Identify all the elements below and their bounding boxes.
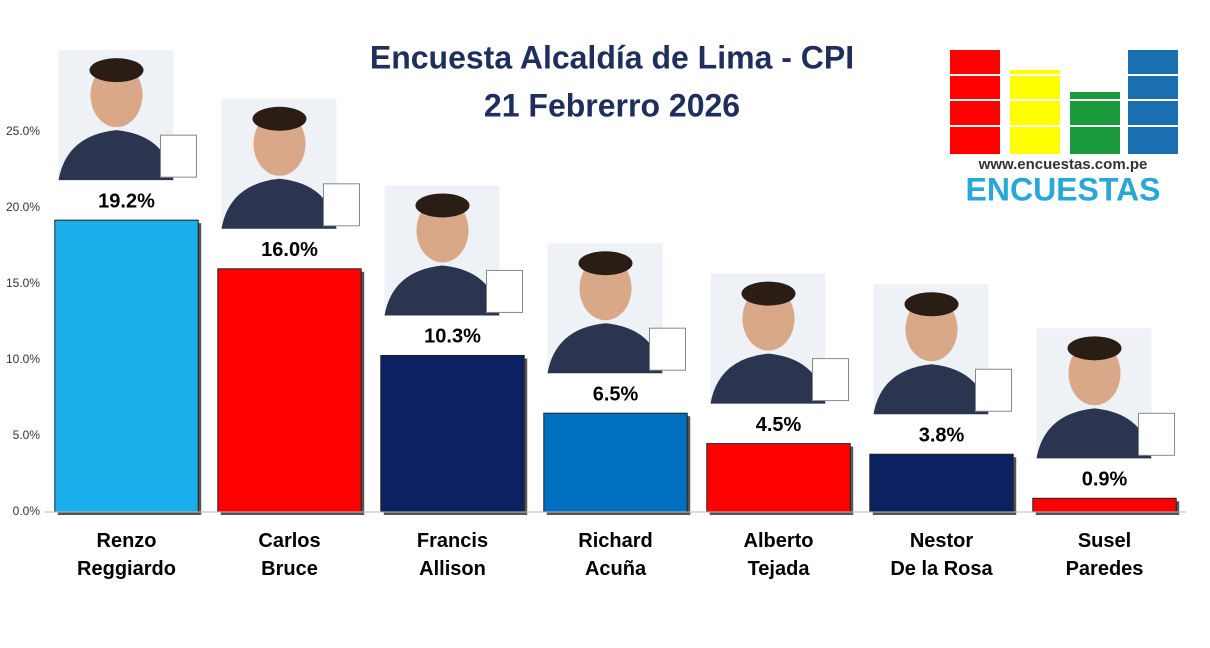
value-label: 0.9% (1082, 469, 1128, 491)
candidate-photo (873, 284, 1012, 415)
party-logo (486, 269, 523, 313)
bar (1032, 497, 1177, 513)
photo-hair (741, 281, 796, 306)
bar (706, 443, 851, 513)
y-tick-label: 5.0% (13, 428, 41, 442)
candidate-photo (221, 98, 360, 229)
party-logo (323, 183, 360, 227)
photo-body (873, 364, 989, 415)
bar (869, 453, 1014, 513)
party-logo (975, 368, 1012, 412)
photo-hair (1067, 336, 1122, 361)
photo-body (58, 130, 174, 181)
logo-bar (1070, 92, 1120, 154)
photo-body (547, 323, 663, 374)
candidate-photo (1036, 328, 1175, 459)
party-logo (1138, 412, 1175, 456)
party-logo (812, 358, 849, 402)
value-label: 16.0% (261, 239, 318, 261)
photo-body (710, 353, 826, 404)
x-tick-label: Renzo Reggiardo (77, 530, 176, 580)
logo: www.encuestas.com.pe ENCUESTAS (945, 50, 1182, 207)
candidate-photo (710, 273, 849, 404)
x-tick-label: Francis Allison (416, 530, 489, 580)
bar (54, 219, 199, 513)
value-label: 4.5% (756, 414, 802, 436)
photo-hair (415, 193, 470, 218)
party-logo (160, 134, 197, 178)
bar (380, 354, 525, 513)
photo-hair (578, 251, 633, 276)
chart-subtitle: 21 Febrerro 2026 (484, 87, 740, 123)
value-label: 10.3% (424, 326, 481, 348)
x-tick-label: Carlos Bruce (258, 530, 321, 580)
x-tick-label: Susel Paredes (1065, 530, 1144, 580)
candidate-photo (547, 243, 686, 374)
logo-bar (1010, 70, 1060, 154)
logo-bar (1128, 50, 1178, 154)
x-tick-label: Nestor De la Rosa (890, 530, 993, 580)
logo-bar (950, 50, 1000, 154)
photo-body (384, 265, 500, 316)
y-tick-label: 10.0% (6, 352, 40, 366)
x-tick-label: Alberto Tejada (743, 530, 814, 580)
value-label: 6.5% (593, 383, 639, 405)
y-tick-label: 25.0% (6, 124, 40, 138)
photo-hair (252, 106, 307, 131)
value-label: 19.2% (98, 190, 155, 212)
y-tick-label: 20.0% (6, 200, 40, 214)
photo-hair (904, 292, 959, 317)
photo-body (221, 178, 337, 229)
bar (217, 268, 362, 513)
candidate-photo (58, 50, 197, 181)
y-tick-label: 0.0% (13, 504, 41, 518)
photo-hair (89, 58, 144, 83)
chart-title: Encuesta Alcaldía de Lima - CPI (370, 39, 854, 75)
x-tick-label: Richard Acuña (578, 530, 653, 580)
logo-name: ENCUESTAS (966, 171, 1161, 207)
logo-url: www.encuestas.com.pe (978, 156, 1148, 173)
y-tick-label: 15.0% (6, 276, 40, 290)
candidate-photo (384, 185, 523, 316)
bar (543, 412, 688, 513)
party-logo (649, 327, 686, 371)
value-label: 3.8% (919, 425, 965, 447)
photo-body (1036, 408, 1152, 459)
